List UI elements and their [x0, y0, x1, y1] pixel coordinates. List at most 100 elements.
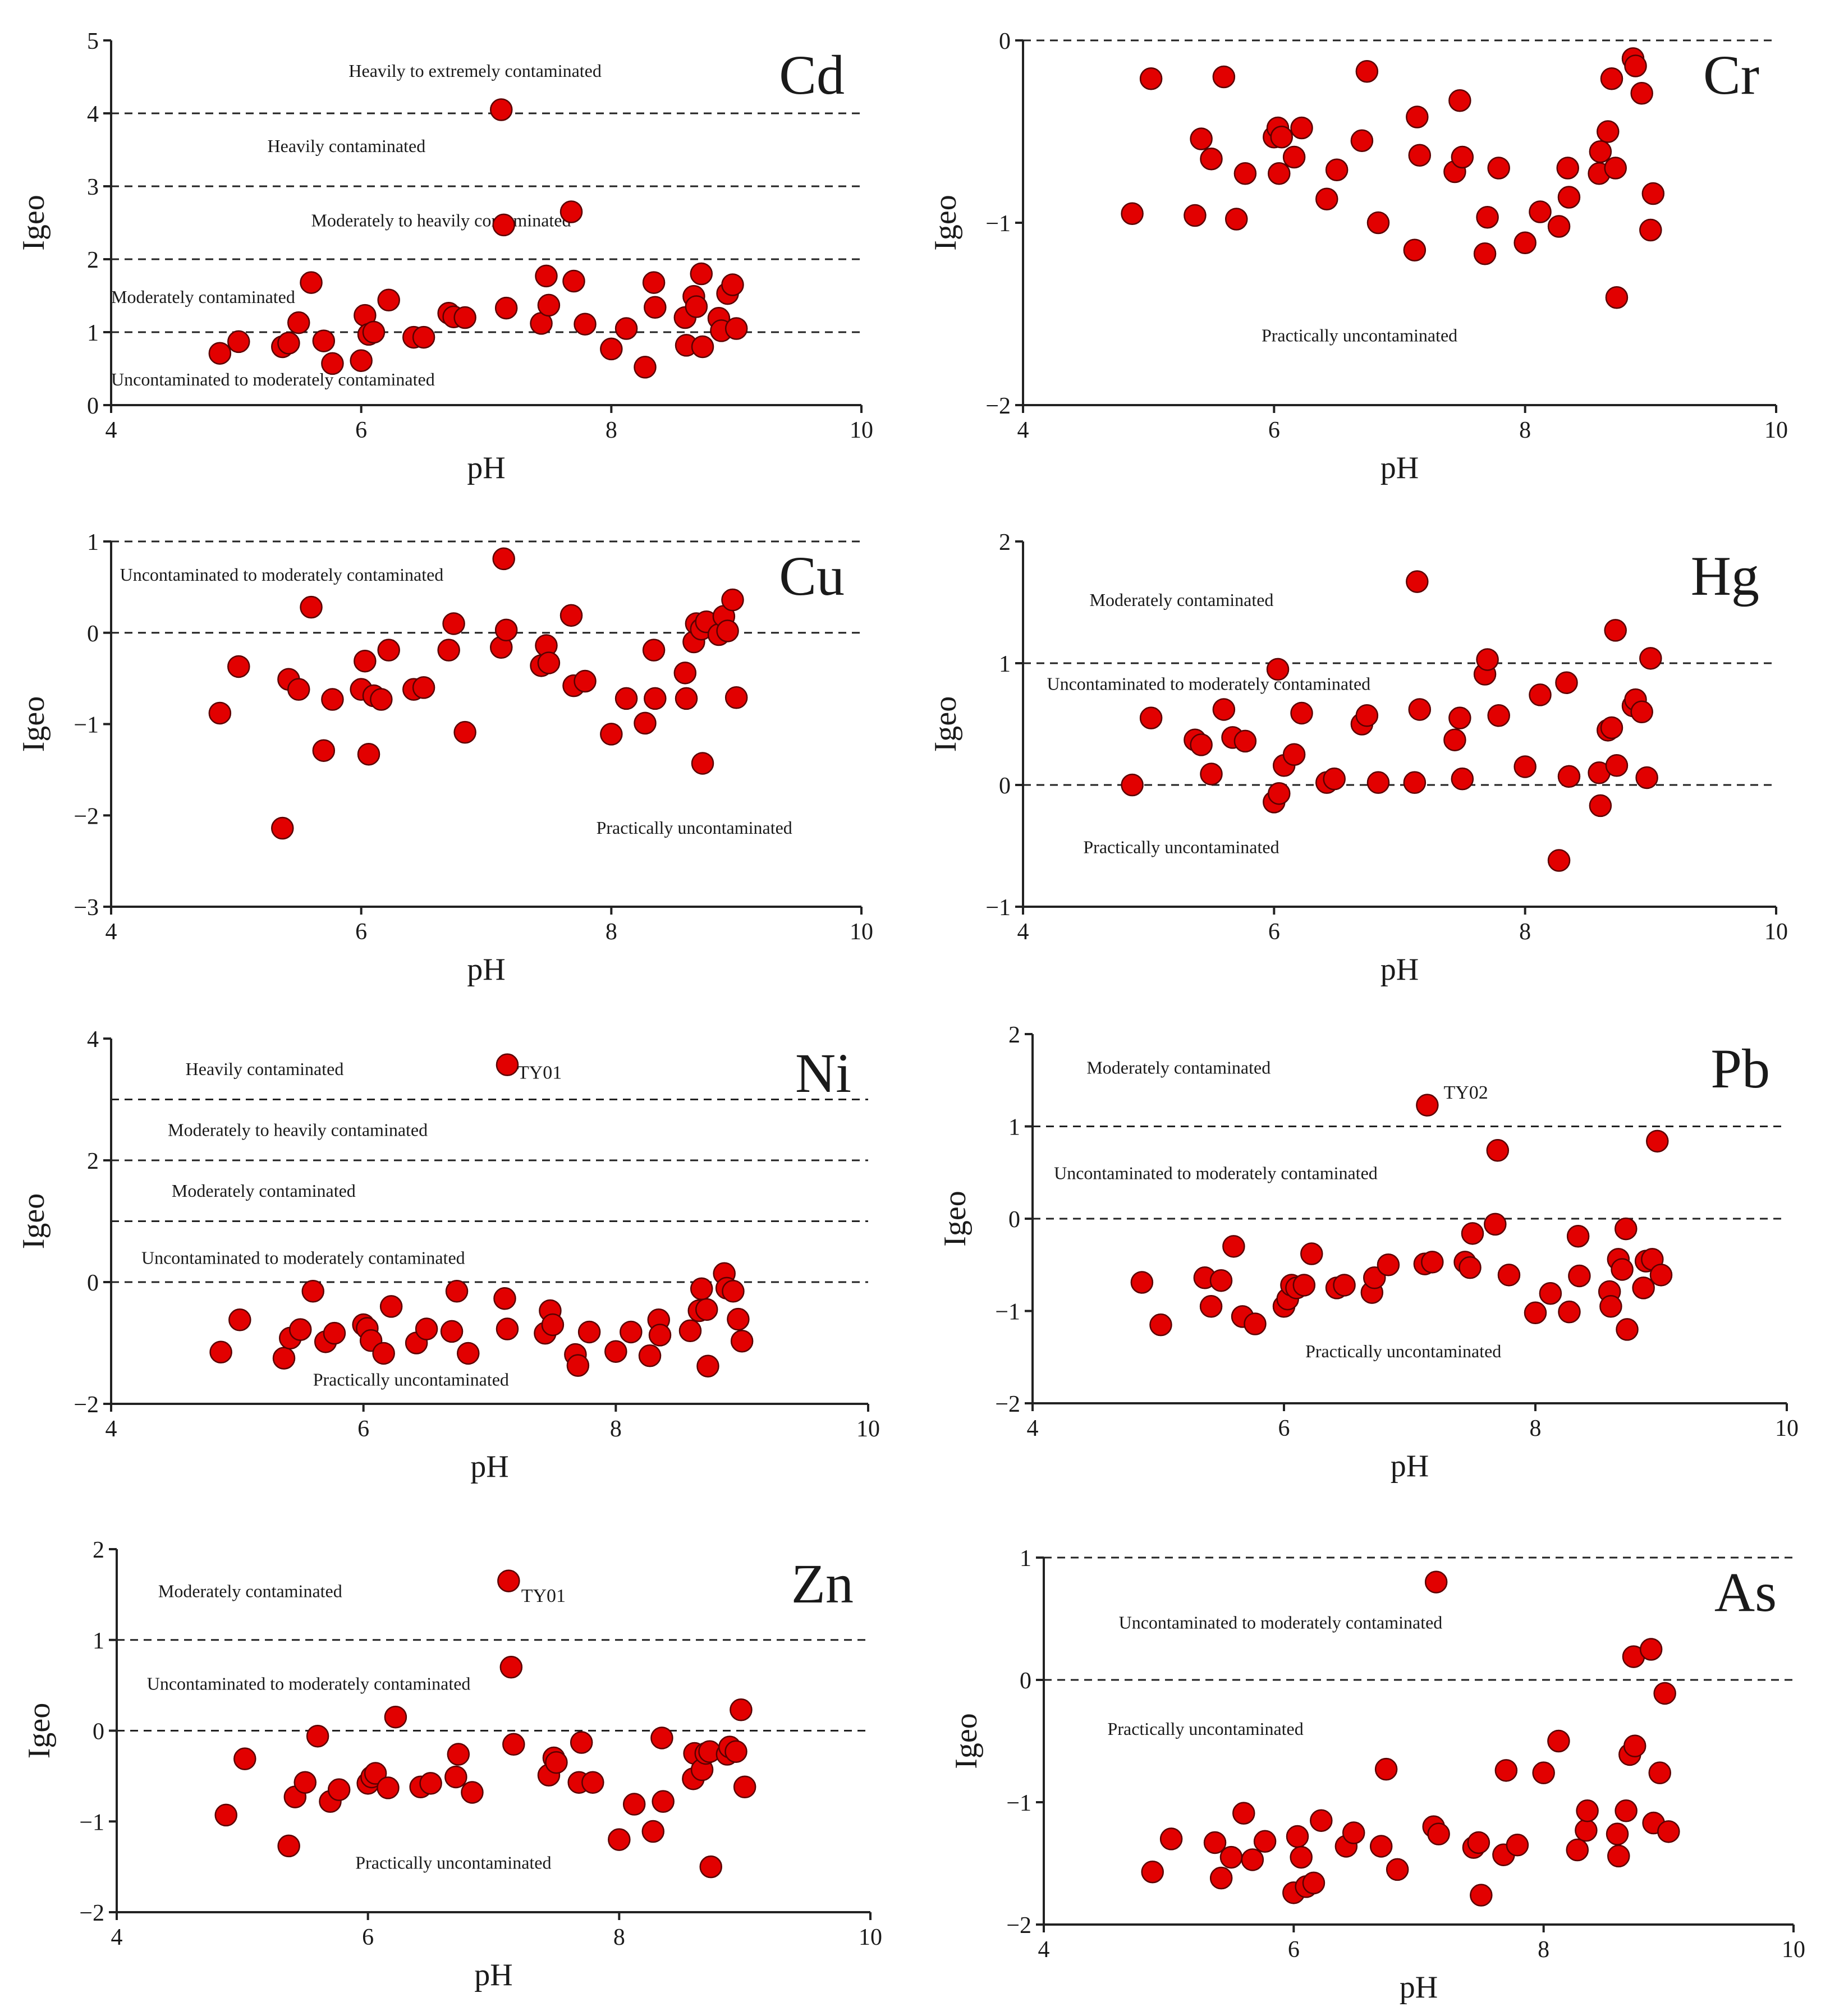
data-point — [1315, 187, 1338, 210]
data-point — [1224, 208, 1248, 231]
zone-label: Moderately to heavily contaminated — [168, 1120, 428, 1140]
y-tick-label: 4 — [87, 1027, 99, 1053]
data-point — [1575, 1818, 1598, 1842]
data-point — [1233, 162, 1257, 185]
data-point — [1403, 771, 1427, 794]
data-point — [379, 1295, 403, 1318]
data-point — [577, 1320, 601, 1344]
data-point — [1451, 767, 1474, 791]
data-point — [1605, 286, 1629, 309]
x-tick-label: 4 — [106, 417, 117, 443]
zone-label: Heavily contaminated — [268, 136, 426, 156]
data-point — [1424, 1570, 1448, 1593]
data-point — [1232, 1802, 1255, 1825]
x-axis-title: pH — [467, 952, 505, 987]
y-tick-label: 1 — [87, 530, 99, 555]
data-point — [1244, 1312, 1267, 1335]
data-point — [442, 612, 465, 635]
data-point — [1406, 570, 1429, 593]
data-point — [696, 1354, 719, 1377]
data-point — [574, 669, 597, 693]
data-point — [1219, 1845, 1243, 1869]
data-point — [1190, 127, 1213, 150]
x-tick-label: 4 — [1017, 919, 1029, 945]
zone-label: Moderately contaminated — [158, 1581, 342, 1601]
data-point — [1266, 658, 1290, 681]
data-point — [1443, 728, 1466, 751]
data-point — [208, 701, 232, 725]
data-point — [1292, 1274, 1316, 1297]
y-tick-label: 1 — [93, 1628, 104, 1654]
data-point — [271, 816, 294, 840]
zone-label: Uncontaminated to moderately contaminate… — [111, 369, 435, 389]
data-point — [730, 1329, 754, 1353]
data-point — [412, 676, 435, 699]
data-point — [1448, 706, 1471, 729]
y-tick-label: −2 — [74, 1392, 99, 1418]
element-label: Pb — [1710, 1037, 1770, 1100]
data-point — [228, 1308, 251, 1331]
data-point — [277, 1834, 300, 1858]
data-point — [1639, 647, 1662, 670]
data-point — [1476, 648, 1499, 671]
data-point — [1355, 60, 1379, 83]
x-axis-title: pH — [467, 451, 505, 485]
data-point — [1649, 1264, 1673, 1287]
data-point — [1222, 1235, 1245, 1258]
data-point — [1484, 1213, 1507, 1236]
y-tick-label: 2 — [93, 1537, 104, 1563]
zone-label: Moderately contaminated — [111, 287, 295, 307]
data-point — [499, 1656, 523, 1679]
y-tick-label: −2 — [985, 393, 1011, 419]
data-point — [300, 595, 323, 619]
x-tick-label: 10 — [856, 1416, 880, 1442]
data-point — [440, 1320, 464, 1343]
x-tick-label: 8 — [1538, 1937, 1549, 1963]
element-label: Cu — [779, 545, 845, 607]
x-tick-label: 8 — [606, 919, 617, 945]
y-tick-label: −1 — [1006, 1790, 1031, 1816]
data-point — [1302, 1871, 1326, 1895]
data-point — [1323, 767, 1346, 791]
data-point — [1451, 145, 1474, 169]
x-tick-label: 8 — [610, 1416, 622, 1442]
data-point — [412, 325, 435, 349]
data-point — [1624, 54, 1647, 77]
data-point — [1487, 157, 1510, 180]
x-tick-label: 10 — [1764, 919, 1788, 945]
data-point — [1268, 782, 1291, 805]
data-point — [1403, 238, 1427, 261]
data-point — [277, 332, 300, 355]
zone-label: Practically uncontaminated — [1108, 1719, 1304, 1739]
panel-pb: 4 6 8 10 −2 −1 0 1 2 pH Igeo Pb Moderately contamina… — [938, 1022, 1799, 1484]
data-point — [1448, 89, 1471, 112]
data-point — [1513, 231, 1537, 254]
y-axis-title: Igeo — [22, 1703, 57, 1759]
y-axis-title: Igeo — [16, 195, 51, 251]
y-tick-label: 0 — [1008, 1207, 1020, 1233]
data-point — [1416, 1094, 1439, 1117]
data-point — [1589, 794, 1612, 818]
data-point — [1639, 218, 1662, 242]
y-tick-label: −1 — [985, 211, 1011, 237]
y-tick-label: −1 — [995, 1299, 1020, 1325]
panel-as: 4 6 8 10 −2 −1 0 1 pH Igeo As Uncontaminated to mod… — [949, 1546, 1805, 2005]
data-point — [541, 1313, 565, 1337]
data-point — [1199, 1295, 1223, 1318]
data-point — [678, 1319, 702, 1343]
x-tick-label: 10 — [850, 919, 873, 945]
data-point — [620, 1320, 643, 1344]
data-point — [570, 1731, 593, 1754]
zone-label: Practically uncontaminated — [1083, 837, 1279, 857]
data-point — [287, 311, 310, 334]
zone-label: Practically uncontaminated — [313, 1369, 509, 1389]
y-tick-label: −2 — [79, 1900, 104, 1926]
y-tick-label: 1 — [1008, 1115, 1020, 1141]
x-tick-label: 6 — [1268, 919, 1280, 945]
y-axis-title: Igeo — [938, 1191, 973, 1247]
x-tick-label: 6 — [362, 1925, 374, 1950]
zone-label: Moderately contaminated — [1090, 590, 1274, 610]
data-point — [1369, 1835, 1393, 1858]
data-point — [608, 1828, 631, 1851]
data-point — [496, 1317, 519, 1340]
